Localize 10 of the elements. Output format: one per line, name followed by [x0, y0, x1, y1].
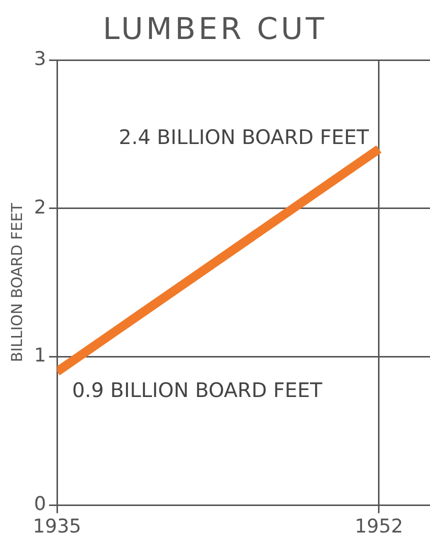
y-tick-label: 3 [34, 48, 46, 70]
annotation: 2.4 BILLION BOARD FEET [118, 125, 370, 150]
annotation: 0.9 BILLION BOARD FEET [72, 378, 323, 402]
y-tick-label: 1 [34, 344, 46, 367]
y-axis-title: BILLION BOARD FEET [8, 202, 26, 362]
x-tick-label: 1935 [32, 516, 82, 538]
y-tick-label: 0 [34, 493, 46, 516]
chart-title: LUMBER CUT [102, 12, 328, 47]
x-tick-label: 1952 [354, 516, 404, 538]
y-tick-label: 2 [34, 196, 46, 218]
